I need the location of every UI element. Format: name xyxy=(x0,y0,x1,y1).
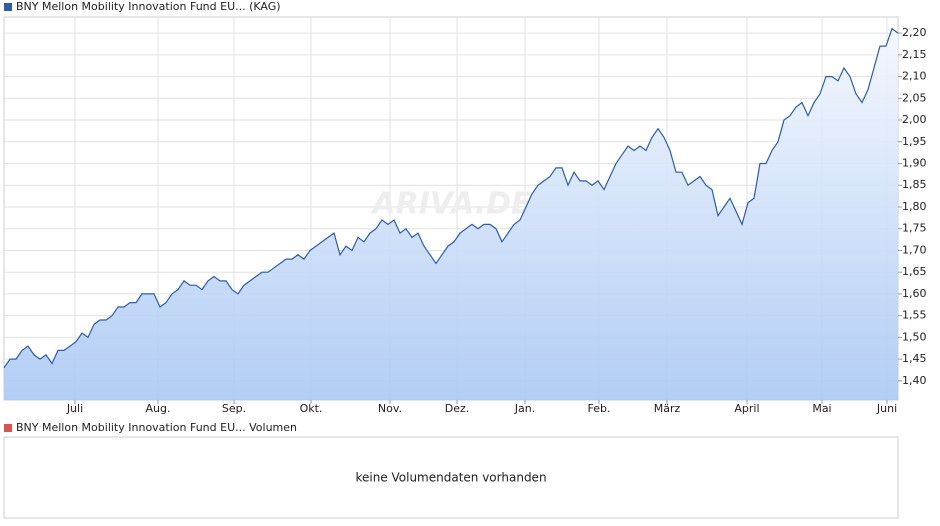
line xyxy=(3,27,899,369)
legend-swatch xyxy=(4,424,12,432)
y-tick-label: 2,00 xyxy=(902,113,927,126)
no-data-message: keine Volumendaten vorhanden xyxy=(355,471,546,485)
x-tick-label: Aug. xyxy=(146,402,171,415)
watermark: ARIVA.DE xyxy=(370,187,532,222)
x-tick-label: Juni xyxy=(876,402,897,415)
area xyxy=(4,28,898,400)
y-tick-label: 1,90 xyxy=(902,157,927,170)
y-tick-label: 1,85 xyxy=(902,178,927,191)
y-tick-label: 1,55 xyxy=(902,309,927,322)
x-tick-label: März xyxy=(654,402,681,415)
volume-area xyxy=(3,436,899,519)
y-tick-label: 1,80 xyxy=(902,200,927,213)
y-tick-label: 2,15 xyxy=(902,48,927,61)
y-tick-label: 1,40 xyxy=(902,374,927,387)
x-tick-label: Jan. xyxy=(514,402,535,415)
x-tick-label: Dez. xyxy=(445,402,470,415)
x-tick-label: Juli xyxy=(66,402,83,415)
legend-entry: BNY Mellon Mobility Innovation Fund EU..… xyxy=(16,0,281,13)
y-tick-label: 1,70 xyxy=(902,243,927,256)
y-tick-label: 1,65 xyxy=(902,265,927,278)
y-tick-label: 2,20 xyxy=(902,26,927,39)
y-tick-label: 1,45 xyxy=(902,352,927,365)
y-tick-label: 1,50 xyxy=(902,330,927,343)
y-tick-label: 1,75 xyxy=(902,222,927,235)
x-tick-label: Feb. xyxy=(588,402,611,415)
x-tick-label: Mai xyxy=(812,402,831,415)
y-tick-label: 1,95 xyxy=(902,135,927,148)
y-tick-label: 1,60 xyxy=(902,287,927,300)
legend-entry: BNY Mellon Mobility Innovation Fund EU..… xyxy=(16,421,297,434)
y-tick-label: 2,10 xyxy=(902,70,927,83)
x-tick-label: Sep. xyxy=(222,402,246,415)
legend-swatch xyxy=(4,3,12,11)
x-tick-label: Okt. xyxy=(300,402,323,415)
y-tick-label: 2,05 xyxy=(902,91,927,104)
x-tick-label: Nov. xyxy=(378,402,402,415)
x-tick-label: April xyxy=(734,402,759,415)
